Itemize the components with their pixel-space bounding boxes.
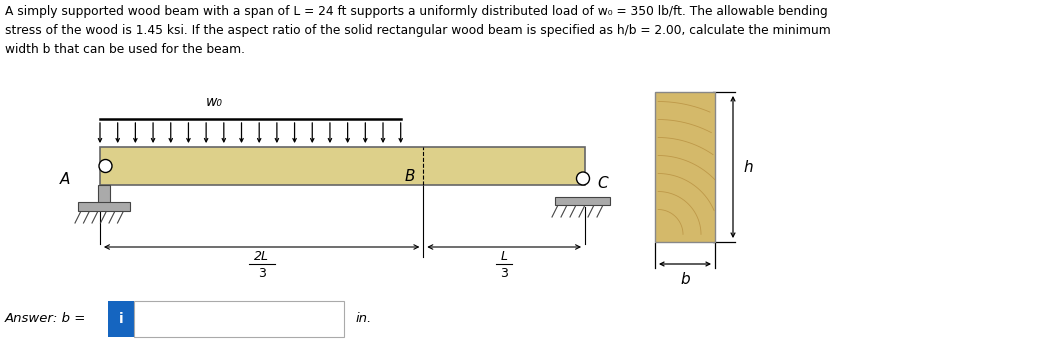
Circle shape bbox=[99, 160, 112, 172]
Bar bbox=[78, 202, 130, 211]
Bar bbox=[98, 185, 109, 203]
Text: 3: 3 bbox=[501, 267, 508, 280]
Bar bbox=[134, 301, 344, 337]
Bar bbox=[555, 196, 610, 205]
Text: stress of the wood is 1.45 ksi. If the aspect ratio of the solid rectangular woo: stress of the wood is 1.45 ksi. If the a… bbox=[5, 24, 831, 37]
Text: 3: 3 bbox=[257, 267, 266, 280]
Bar bbox=[108, 301, 134, 337]
Bar bbox=[100, 147, 585, 185]
Text: B: B bbox=[405, 169, 416, 184]
Text: h: h bbox=[743, 160, 753, 175]
Text: A: A bbox=[60, 172, 70, 187]
Text: L: L bbox=[501, 250, 508, 263]
Bar bbox=[655, 92, 715, 242]
Text: w₀: w₀ bbox=[206, 95, 223, 109]
Text: i: i bbox=[119, 312, 123, 326]
Text: in.: in. bbox=[356, 312, 372, 326]
Text: A simply supported wood beam with a span of L = 24 ft supports a uniformly distr: A simply supported wood beam with a span… bbox=[5, 5, 828, 18]
Text: C: C bbox=[597, 176, 608, 191]
Text: Answer: b =: Answer: b = bbox=[5, 312, 90, 326]
Circle shape bbox=[576, 172, 590, 185]
Text: width b that can be used for the beam.: width b that can be used for the beam. bbox=[5, 43, 244, 56]
Text: b: b bbox=[680, 272, 690, 287]
Text: 2L: 2L bbox=[254, 250, 269, 263]
